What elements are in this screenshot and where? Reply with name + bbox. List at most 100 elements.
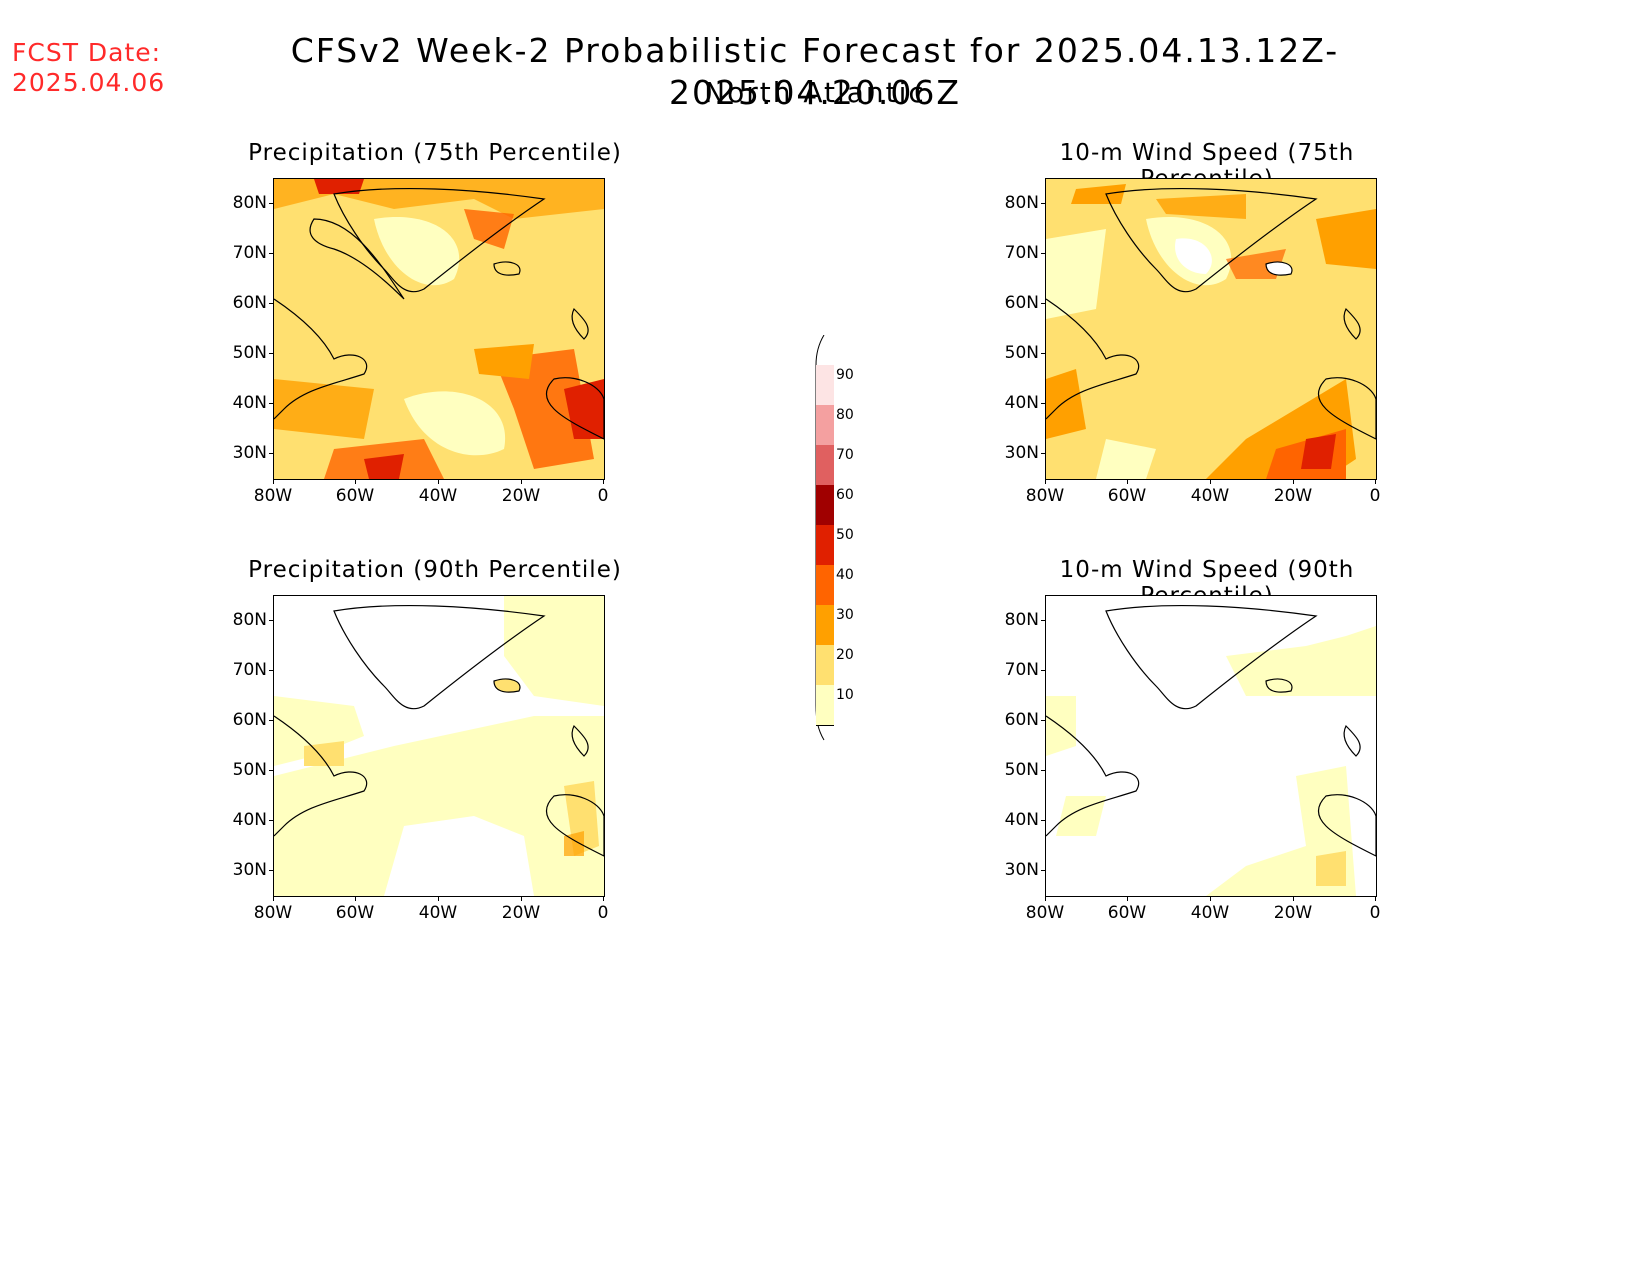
lat-tick-label: 60N [1004,710,1039,730]
lat-tick [1041,353,1046,354]
lon-tick-label: 40W [418,486,458,506]
lat-tick [1041,720,1046,721]
lat-tick [269,670,274,671]
lon-tick-label: 0 [1369,903,1381,923]
colorbar-swatch [816,565,834,606]
map-precip-90 [273,595,605,897]
panel-wind-90: 10-m Wind Speed (90th Percentile) 80N70N… [997,557,1417,937]
colorbar-swatch [816,485,834,526]
lat-tick-label: 40N [1004,393,1039,413]
lon-tick-label: 20W [501,903,541,923]
lon-tick [273,896,274,901]
lat-tick [269,770,274,771]
lat-tick [1041,253,1046,254]
colorbar-swatch [816,685,834,726]
lat-tick [269,820,274,821]
lat-tick-label: 60N [232,293,267,313]
lat-tick [269,620,274,621]
lat-tick-label: 60N [1004,293,1039,313]
page-title: CFSv2 Week-2 Probabilistic Forecast for … [290,31,1340,112]
lat-tick [1041,670,1046,671]
lon-tick-label: 60W [1107,486,1147,506]
map-wind-90 [1045,595,1377,897]
lat-tick [1041,770,1046,771]
lat-tick-label: 30N [232,860,267,880]
lon-tick [355,479,356,484]
lat-tick [269,353,274,354]
lat-tick-label: 50N [1004,343,1039,363]
lat-tick [269,203,274,204]
lon-tick-label: 20W [501,486,541,506]
lat-tick-label: 30N [1004,860,1039,880]
colorbar-swatch [816,365,834,406]
lat-tick-label: 40N [1004,810,1039,830]
lat-tick-label: 80N [1004,610,1039,630]
colorbar-label: 60 [836,487,854,503]
lon-tick-label: 0 [597,903,609,923]
colorbar-swatch [816,605,834,646]
lon-tick-label: 0 [597,486,609,506]
colorbar-label: 90 [836,367,854,383]
lat-tick [269,403,274,404]
lat-tick-label: 50N [232,760,267,780]
lat-tick-label: 30N [1004,443,1039,463]
lat-tick [1041,820,1046,821]
fcst-date-value: 2025.04.06 [12,68,166,97]
lon-tick-label: 80W [1025,903,1065,923]
lon-tick-label: 80W [1025,486,1065,506]
lon-tick-label: 60W [335,903,375,923]
lat-tick [1041,403,1046,404]
lat-tick-label: 80N [1004,193,1039,213]
colorbar-label: 20 [836,647,854,663]
map-wind-75 [1045,178,1377,480]
lon-tick [438,479,439,484]
region-subtitle: North Atlantic [704,76,926,109]
lon-tick-label: 40W [1190,903,1230,923]
lon-tick [521,896,522,901]
lat-tick [269,870,274,871]
lon-tick [1375,896,1376,901]
lon-tick-label: 40W [418,903,458,923]
lat-tick [1041,870,1046,871]
lon-tick-label: 20W [1273,486,1313,506]
lon-tick [1045,479,1046,484]
colorbar-swatch [816,445,834,486]
lat-tick [1041,203,1046,204]
lon-tick-label: 0 [1369,486,1381,506]
lon-tick-label: 20W [1273,903,1313,923]
lon-tick-label: 40W [1190,486,1230,506]
panel-precip-75: Precipitation (75th Percentile) 80N 70N 60… [225,140,645,520]
colorbar-label: 70 [836,447,854,463]
lat-tick-label: 50N [232,343,267,363]
lat-tick-label: 80N [232,193,267,213]
lat-tick [269,720,274,721]
lon-tick [1293,896,1294,901]
lat-tick-label: 30N [232,443,267,463]
lat-tick-label: 60N [232,710,267,730]
lat-tick-label: 70N [232,243,267,263]
lat-tick-label: 40N [232,393,267,413]
panel-title: Precipitation (75th Percentile) [248,140,622,166]
lat-tick-label: 70N [1004,243,1039,263]
lat-tick [269,253,274,254]
lat-tick [1041,620,1046,621]
fcst-date-label: FCST Date: [12,38,162,67]
lon-tick [603,896,604,901]
lat-tick-label: 70N [1004,660,1039,680]
lon-tick [1210,896,1211,901]
colorbar-swatch [816,405,834,446]
lon-tick [355,896,356,901]
colorbar-label: 10 [836,687,854,703]
panel-precip-90: Precipitation (90th Percentile) 80N 70N 60… [225,557,645,937]
lat-tick [1041,303,1046,304]
lon-tick [273,479,274,484]
fcst-date-block: FCST Date: 2025.04.06 [12,38,165,98]
colorbar: 90 80 70 60 50 40 30 20 10 [812,335,892,745]
lon-tick-label: 60W [335,486,375,506]
lat-tick [269,303,274,304]
lat-tick-label: 70N [232,660,267,680]
lon-tick [603,479,604,484]
lat-tick-label: 80N [232,610,267,630]
lon-tick [1127,896,1128,901]
panel-wind-75: 10-m Wind Speed (75th Percentile) 80N70N… [997,140,1417,520]
